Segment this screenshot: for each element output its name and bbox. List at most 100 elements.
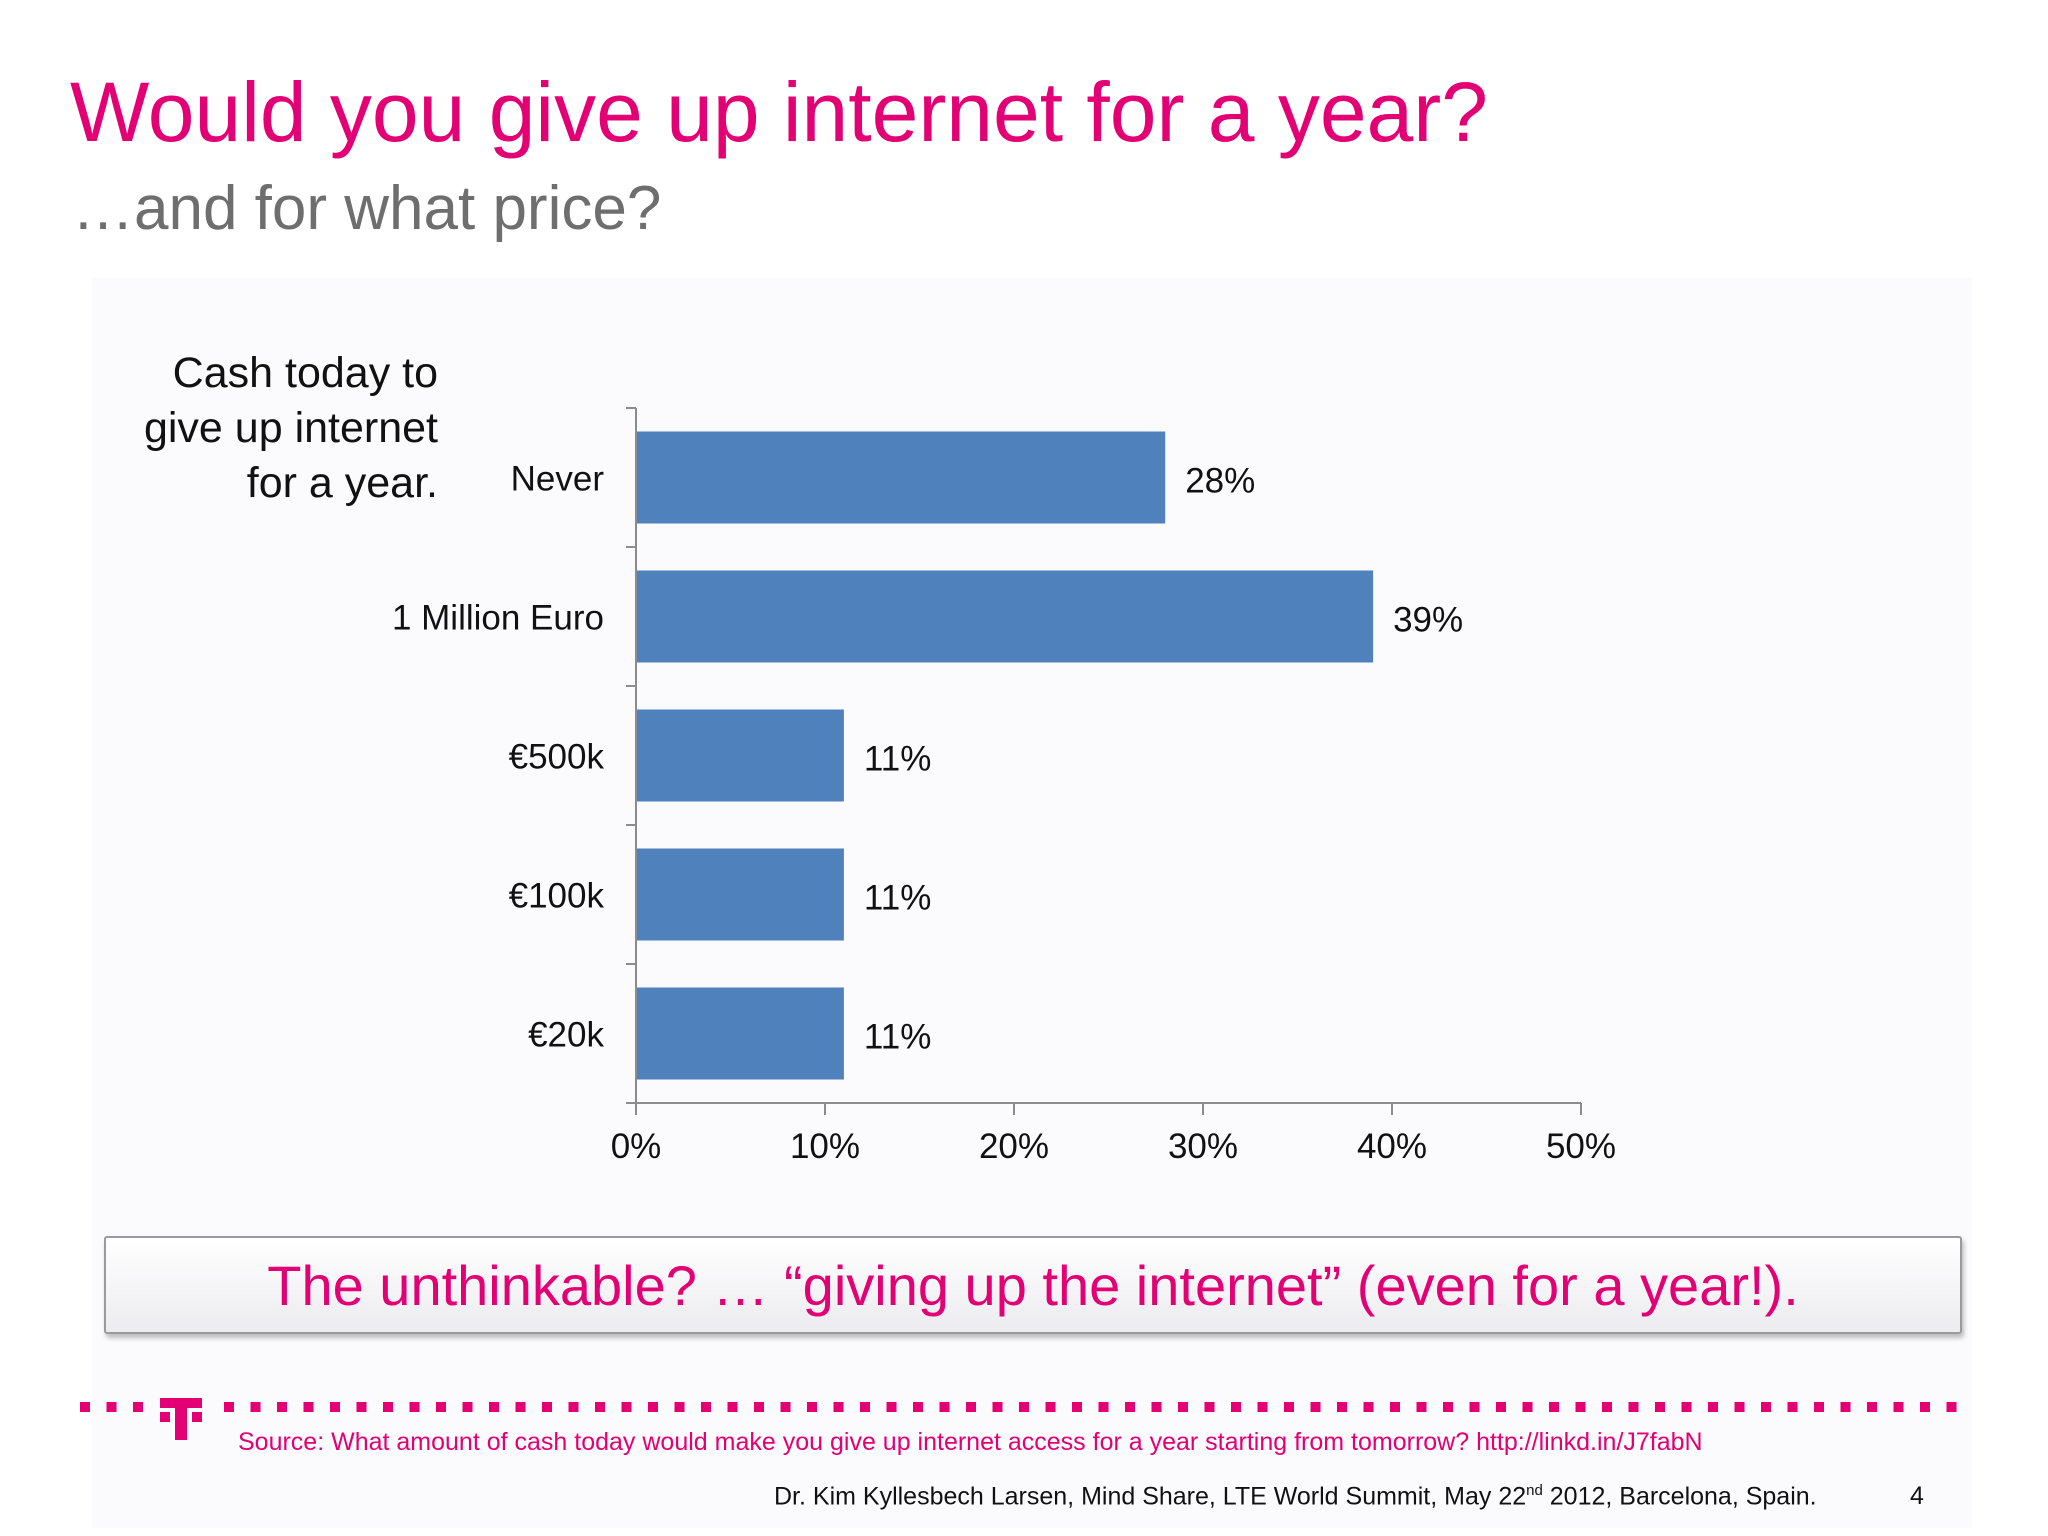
callout-box: The unthinkable? … “giving up the intern… — [104, 1236, 1962, 1334]
brand-dot — [1072, 1402, 1082, 1412]
brand-dot — [409, 1402, 420, 1412]
chart-side-label: Cash today to give up internet for a yea… — [144, 346, 438, 511]
brand-dot — [436, 1402, 446, 1412]
brand-dot — [780, 1402, 791, 1412]
brand-dot — [966, 1402, 976, 1412]
slide-subtitle: …and for what price? — [72, 174, 662, 243]
brand-dot — [1522, 1402, 1533, 1412]
brand-dot — [621, 1402, 632, 1412]
brand-dotted-line — [80, 1398, 1957, 1440]
brand-dot — [1814, 1402, 1824, 1412]
source-note: Source: What amount of cash today would … — [238, 1428, 1703, 1456]
bar-value-label: 39% — [1393, 601, 1463, 640]
x-tick-label: 20% — [979, 1127, 1049, 1166]
x-tick-label: 0% — [611, 1127, 662, 1166]
brand-dot — [1655, 1402, 1665, 1412]
brand-dot — [106, 1402, 117, 1412]
bar-value-label: 11% — [864, 879, 931, 918]
brand-dot — [1310, 1402, 1321, 1412]
brand-dot — [992, 1402, 1003, 1412]
bar — [636, 987, 844, 1080]
brand-dot — [1337, 1402, 1347, 1412]
brand-dot — [595, 1402, 605, 1412]
x-tick-label: 40% — [1357, 1127, 1427, 1166]
brand-dot — [542, 1402, 552, 1412]
brand-dot — [1416, 1402, 1427, 1412]
category-label: Never — [511, 460, 605, 499]
brand-dot — [568, 1402, 579, 1412]
category-label: €500k — [509, 738, 605, 777]
brand-dot — [1681, 1402, 1692, 1412]
page-number: 4 — [1910, 1482, 1924, 1510]
brand-dot — [1761, 1402, 1771, 1412]
brand-dot — [1257, 1402, 1268, 1412]
footer-superscript: nd — [1526, 1482, 1543, 1499]
brand-dot — [489, 1402, 499, 1412]
footer-credit: Dr. Kim Kyllesbech Larsen, Mind Share, L… — [774, 1482, 1817, 1511]
slide-title: Would you give up internet for a year? — [70, 65, 1488, 159]
bar-value-label: 11% — [864, 1018, 931, 1057]
brand-dot — [1575, 1402, 1586, 1412]
brand-dot — [648, 1402, 658, 1412]
x-tick-label: 50% — [1546, 1127, 1616, 1166]
callout-text: The unthinkable? … “giving up the intern… — [267, 1253, 1799, 1317]
side-label-line: give up internet — [143, 404, 438, 452]
brand-dot — [1204, 1402, 1215, 1412]
bar — [636, 570, 1374, 663]
brand-dot — [1787, 1402, 1798, 1412]
bar-value-label: 11% — [864, 740, 931, 779]
brand-dot — [1469, 1402, 1480, 1412]
brand-dot — [1231, 1402, 1241, 1412]
brand-dot — [80, 1402, 90, 1412]
brand-dot — [1946, 1402, 1957, 1412]
footer-text: Dr. Kim Kyllesbech Larsen, Mind Share, L… — [774, 1482, 1527, 1511]
side-label-line: Cash today to — [172, 349, 438, 397]
brand-dot — [277, 1402, 287, 1412]
brand-dot — [754, 1402, 764, 1412]
brand-dot — [1840, 1402, 1851, 1412]
footer-text-end: 2012, Barcelona, Spain. — [1542, 1482, 1817, 1511]
brand-dot — [383, 1402, 393, 1412]
brand-dot — [250, 1402, 261, 1412]
bar — [636, 431, 1166, 524]
brand-dot — [1602, 1402, 1612, 1412]
brand-dot — [1019, 1402, 1029, 1412]
bar — [636, 848, 844, 941]
brand-dot — [462, 1402, 473, 1412]
category-label: 1 Million Euro — [392, 599, 604, 638]
brand-dot — [833, 1402, 844, 1412]
brand-dot — [913, 1402, 923, 1412]
side-label-line: for a year. — [246, 459, 438, 507]
brand-dot — [1496, 1402, 1506, 1412]
brand-dot — [727, 1402, 738, 1412]
brand-dot — [860, 1402, 870, 1412]
brand-dot — [1549, 1402, 1559, 1412]
brand-dot — [886, 1402, 897, 1412]
brand-dot — [1151, 1402, 1162, 1412]
bar — [636, 709, 844, 802]
brand-dot — [330, 1402, 340, 1412]
brand-dot — [515, 1402, 526, 1412]
brand-dot — [1045, 1402, 1056, 1412]
brand-dot — [1734, 1402, 1745, 1412]
brand-dot — [1363, 1402, 1374, 1412]
brand-dot — [1390, 1402, 1400, 1412]
bar-value-label: 28% — [1185, 462, 1255, 501]
bar-chart: 28% Never 39% 1 Million Euro 11% €500k 11% €100… — [392, 407, 1616, 1166]
brand-dot — [939, 1402, 950, 1412]
x-tick-label: 10% — [790, 1127, 860, 1166]
brand-dot — [133, 1402, 143, 1412]
brand-dot — [674, 1402, 685, 1412]
brand-dot — [1178, 1402, 1188, 1412]
brand-dot — [1893, 1402, 1904, 1412]
brand-dot — [1284, 1402, 1294, 1412]
brand-dot — [807, 1402, 817, 1412]
brand-dot — [224, 1402, 234, 1412]
brand-dot — [303, 1402, 314, 1412]
brand-dot — [1867, 1402, 1877, 1412]
brand-dot — [356, 1402, 367, 1412]
brand-dot — [1098, 1402, 1109, 1412]
category-label: €100k — [509, 877, 605, 916]
telekom-t-logo — [160, 1398, 202, 1440]
brand-dot — [1628, 1402, 1639, 1412]
